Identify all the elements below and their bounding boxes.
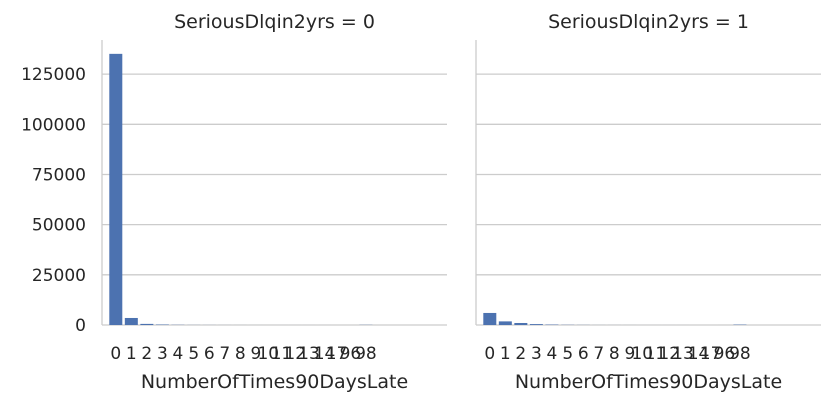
panel-title: SeriousDlqin2yrs = 1 (548, 11, 749, 33)
x-tick-label: 0 (110, 344, 121, 364)
x-tick-label: 4 (172, 344, 183, 364)
y-tick-label: 100000 (21, 115, 86, 135)
x-tick-label: 12 (284, 344, 306, 364)
y-tick-label: 75000 (32, 165, 86, 185)
x-tick-label: 14 (688, 344, 710, 364)
x-axis-label: NumberOfTimes90DaysLate (515, 371, 782, 393)
x-tick-label: 98 (729, 344, 751, 364)
x-tick-label: 10 (257, 344, 279, 364)
x-axis-label: NumberOfTimes90DaysLate (141, 371, 408, 393)
x-tick-label: 0 (484, 344, 495, 364)
x-tick-label: 12 (658, 344, 680, 364)
x-tick-label: 5 (188, 344, 199, 364)
x-tick-label: 6 (578, 344, 589, 364)
x-tick-label: 7 (219, 344, 230, 364)
x-tick-label: 10 (631, 344, 653, 364)
x-tick-label: 17 (700, 344, 722, 364)
bar (514, 322, 528, 325)
panel-title: SeriousDlqin2yrs = 0 (174, 11, 375, 33)
x-tick-label: 96 (340, 344, 362, 364)
x-tick-label: 17 (326, 344, 348, 364)
y-tick-label: 25000 (32, 266, 86, 286)
x-tick-label: 6 (204, 344, 215, 364)
x-tick-label: 8 (235, 344, 246, 364)
x-tick-label: 11 (645, 344, 667, 364)
bar (140, 323, 154, 325)
bar (529, 324, 543, 325)
x-tick-label: 13 (672, 344, 694, 364)
bar (498, 321, 512, 325)
x-tick-label: 13 (298, 344, 320, 364)
x-tick-label: 4 (546, 344, 557, 364)
x-tick-label: 2 (141, 344, 152, 364)
bar (124, 317, 138, 325)
x-tick-label: 2 (515, 344, 526, 364)
x-tick-label: 9 (624, 344, 635, 364)
x-tick-label: 98 (355, 344, 377, 364)
bar (109, 53, 123, 325)
x-tick-label: 14 (314, 344, 336, 364)
y-tick-label: 0 (75, 316, 86, 336)
x-tick-label: 5 (562, 344, 573, 364)
x-tick-label: 1 (500, 344, 511, 364)
x-tick-label: 8 (609, 344, 620, 364)
y-tick-label: 125000 (21, 65, 86, 85)
x-tick-label: 7 (593, 344, 604, 364)
x-tick-label: 11 (271, 344, 293, 364)
x-tick-label: 9 (250, 344, 261, 364)
x-tick-label: 1 (126, 344, 137, 364)
bar (483, 312, 497, 325)
y-tick-label: 50000 (32, 216, 86, 236)
x-tick-label: 3 (531, 344, 542, 364)
x-tick-label: 96 (714, 344, 736, 364)
x-tick-label: 3 (157, 344, 168, 364)
